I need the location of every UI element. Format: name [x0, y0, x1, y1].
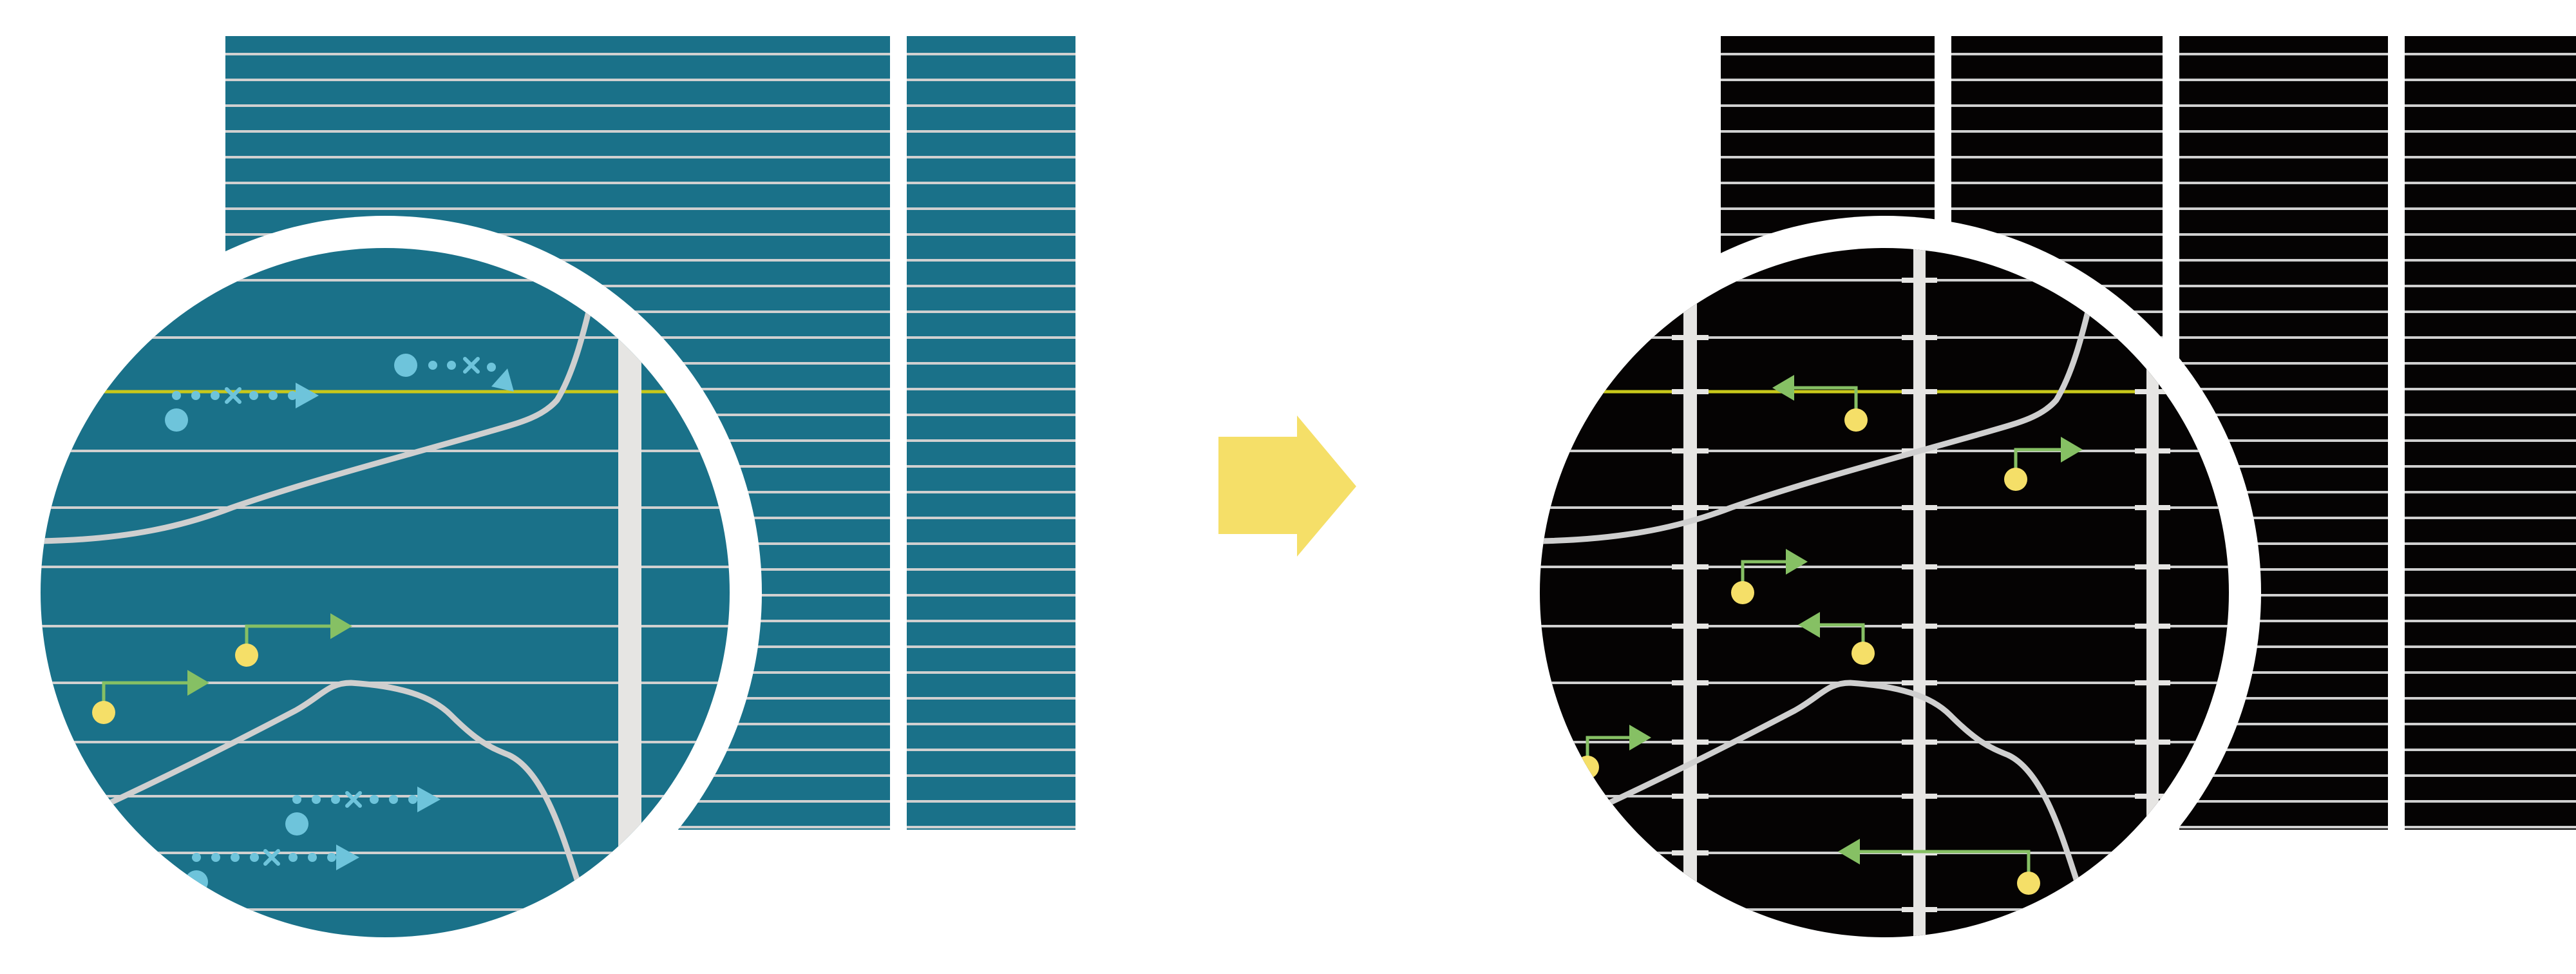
curve-top [1540, 269, 2101, 544]
tick-mark [1902, 740, 1937, 745]
trail-dot [250, 853, 259, 862]
dot-icon [235, 644, 258, 667]
triangle-arrow-icon [330, 613, 352, 639]
trail-dot [269, 391, 278, 400]
tick-mark [1672, 680, 1709, 685]
trail-dot [231, 853, 240, 862]
trail-dot [312, 795, 321, 804]
trail-dot [428, 361, 437, 370]
tick-mark [1902, 505, 1937, 510]
trail-dot [408, 795, 417, 804]
triangle-arrow-icon [1798, 612, 1820, 638]
trail-dot [331, 795, 340, 804]
dot-icon [1852, 642, 1875, 665]
trail-dot [370, 795, 379, 804]
trail-dot [447, 361, 456, 370]
tick-mark [2135, 448, 2170, 454]
triangle-arrow-icon [336, 845, 359, 870]
trail-dot [487, 363, 496, 372]
tick-mark [1902, 794, 1937, 799]
tick-mark [2135, 389, 2170, 394]
triangle-arrow-icon [491, 368, 514, 392]
right-arrow-icon [1218, 415, 1356, 557]
marker-circle [285, 812, 308, 836]
tick-mark [2135, 794, 2170, 799]
tick-mark [2135, 680, 2170, 685]
curve-top [41, 269, 602, 544]
tick-mark [1902, 564, 1937, 569]
tick-mark [1902, 680, 1937, 685]
trail-dot [211, 853, 220, 862]
panel-gap [890, 32, 907, 834]
triangle-arrow-icon [1772, 375, 1794, 401]
curve-bottom [1575, 680, 2095, 937]
tick-mark [1672, 335, 1709, 340]
vertical-bar [1683, 248, 1697, 937]
tick-mark [2135, 740, 2170, 745]
dot-icon [1844, 408, 1868, 432]
tick-mark [2135, 505, 2170, 510]
triangle-arrow-icon [417, 787, 440, 812]
triangle-arrow-icon [1629, 725, 1651, 750]
trail-dot [211, 391, 220, 400]
trail-dot [292, 795, 301, 804]
tick-mark [1902, 278, 1937, 283]
panel-gap [2388, 32, 2405, 834]
tick-mark [2135, 624, 2170, 629]
dot-icon [2017, 872, 2040, 895]
tick-mark [1902, 335, 1937, 340]
trail-dot [192, 853, 201, 862]
marker-circle [394, 354, 417, 377]
before-magnifier [8, 216, 762, 969]
dot-icon [92, 701, 115, 724]
trail-dot [191, 391, 200, 400]
dot-icon [2004, 468, 2027, 491]
curve-bottom [76, 680, 596, 937]
x-mark-icon [263, 849, 280, 866]
triangle-arrow-icon [1786, 549, 1808, 575]
triangle-arrow-icon [1838, 839, 1860, 864]
marker-circle [165, 408, 188, 432]
tick-mark [1902, 907, 1937, 912]
trail-dot [327, 853, 336, 862]
trail-dot [172, 391, 181, 400]
trail-dot [288, 391, 297, 400]
vertical-bar [1913, 248, 1926, 937]
dot-icon [1731, 581, 1754, 604]
magnifier-background [41, 248, 730, 937]
tick-mark [1672, 564, 1709, 569]
tick-mark [2135, 564, 2170, 569]
trail-dot [389, 795, 398, 804]
transition-arrow [1218, 415, 1356, 557]
tick-mark [1672, 850, 1709, 855]
trail-dot [289, 853, 298, 862]
vertical-bar [2146, 248, 2159, 937]
tick-mark [1672, 389, 1709, 394]
trail-dot [308, 853, 317, 862]
vertical-bar [618, 248, 641, 937]
tick-mark [1672, 794, 1709, 799]
x-mark-icon [463, 357, 480, 374]
tick-mark [1672, 624, 1709, 629]
tick-mark [1902, 389, 1937, 394]
x-mark-icon [345, 791, 362, 808]
trail-dot [249, 391, 258, 400]
x-mark-icon [225, 387, 242, 404]
tick-mark [1672, 740, 1709, 745]
triangle-arrow-icon [296, 383, 319, 408]
triangle-arrow-icon [2061, 437, 2083, 463]
triangle-arrow-icon [187, 670, 209, 696]
magnifier-background [1540, 248, 2229, 937]
tick-mark [1672, 448, 1709, 454]
tick-mark [2135, 907, 2170, 912]
tick-mark [1902, 624, 1937, 629]
tick-mark [1672, 505, 1709, 510]
